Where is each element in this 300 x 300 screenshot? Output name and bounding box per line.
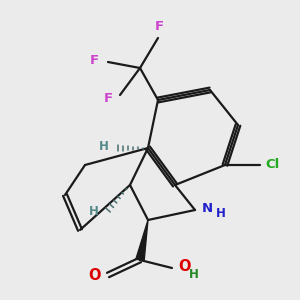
Text: Cl: Cl — [266, 158, 280, 172]
Text: N: N — [202, 202, 213, 215]
Polygon shape — [136, 220, 148, 261]
Text: H: H — [99, 140, 109, 153]
Text: O: O — [88, 268, 100, 283]
Text: H: H — [215, 207, 225, 220]
Text: F: F — [90, 54, 99, 67]
Text: O: O — [178, 259, 190, 274]
Text: F: F — [103, 92, 112, 104]
Text: H: H — [188, 268, 198, 281]
Text: F: F — [155, 20, 164, 34]
Text: H: H — [89, 205, 99, 218]
